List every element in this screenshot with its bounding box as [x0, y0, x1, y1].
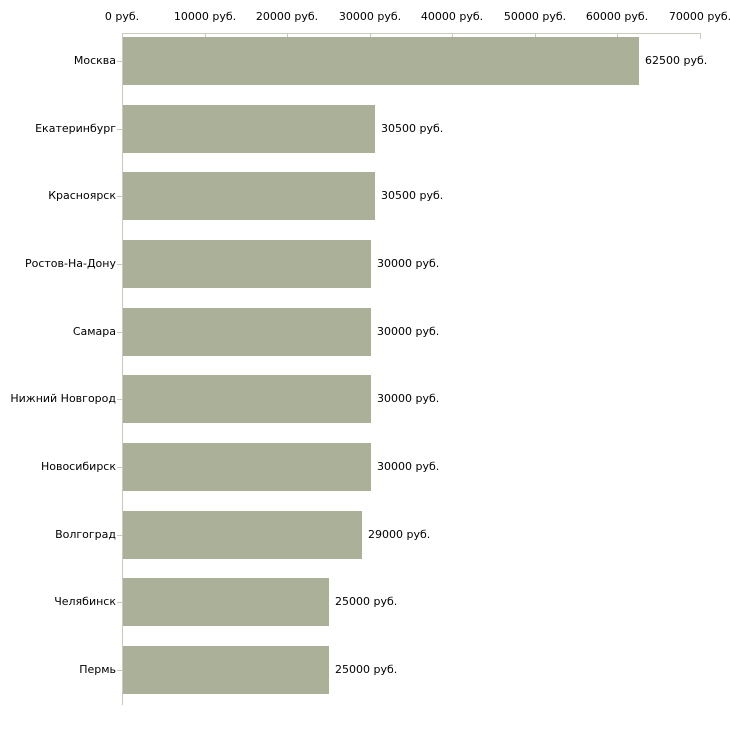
x-tick-mark	[535, 33, 536, 39]
x-tick-label: 10000 руб.	[173, 10, 237, 23]
x-tick-label: 0 руб.	[104, 10, 140, 23]
bar-row: Красноярск 30500 руб.	[0, 172, 730, 220]
category-tick-mark	[117, 602, 122, 603]
x-tick-mark	[122, 33, 123, 39]
category-label: Москва	[73, 54, 116, 67]
bar-row: Волгоград 29000 руб.	[0, 511, 730, 559]
x-tick-label: 70000 руб.	[668, 10, 730, 23]
bar	[123, 511, 362, 559]
bar-row: Екатеринбург 30500 руб.	[0, 105, 730, 153]
bar-row: Ростов-На-Дону 30000 руб.	[0, 240, 730, 288]
value-label: 30500 руб.	[381, 122, 444, 135]
category-tick-mark	[117, 61, 122, 62]
category-label: Пермь	[79, 663, 116, 676]
category-label: Самара	[72, 325, 116, 338]
x-tick-mark	[452, 33, 453, 39]
x-tick-label: 20000 руб.	[255, 10, 319, 23]
bar	[123, 105, 375, 153]
x-tick-mark	[287, 33, 288, 39]
value-label: 30500 руб.	[381, 189, 444, 202]
category-tick-mark	[117, 670, 122, 671]
category-tick-mark	[117, 535, 122, 536]
x-tick-mark	[370, 33, 371, 39]
x-tick-mark	[617, 33, 618, 39]
category-label: Волгоград	[55, 528, 116, 541]
bar-row: Москва 62500 руб.	[0, 37, 730, 85]
x-tick-mark	[205, 33, 206, 39]
category-label: Челябинск	[54, 595, 116, 608]
bar-row: Пермь 25000 руб.	[0, 646, 730, 694]
y-axis-line	[122, 33, 123, 705]
category-label: Ростов-На-Дону	[24, 257, 116, 270]
category-label: Красноярск	[48, 189, 116, 202]
x-tick-label: 60000 руб.	[585, 10, 649, 23]
x-axis-line	[122, 33, 700, 34]
category-tick-mark	[117, 264, 122, 265]
bar	[123, 308, 371, 356]
x-tick-label: 30000 руб.	[338, 10, 402, 23]
bar	[123, 172, 375, 220]
value-label: 29000 руб.	[368, 528, 431, 541]
value-label: 30000 руб.	[377, 392, 440, 405]
bar-row: Нижний Новгород 30000 руб.	[0, 375, 730, 423]
value-label: 62500 руб.	[645, 54, 708, 67]
bar	[123, 578, 329, 626]
category-label: Екатеринбург	[35, 122, 116, 135]
x-tick-label: 40000 руб.	[420, 10, 484, 23]
value-label: 30000 руб.	[377, 460, 440, 473]
bar	[123, 240, 371, 288]
bar-row: Самара 30000 руб.	[0, 308, 730, 356]
bar-row: Челябинск 25000 руб.	[0, 578, 730, 626]
category-tick-mark	[117, 332, 122, 333]
x-tick-mark	[700, 33, 701, 39]
bar	[123, 37, 639, 85]
value-label: 30000 руб.	[377, 257, 440, 270]
value-label: 25000 руб.	[335, 595, 398, 608]
x-tick-label: 50000 руб.	[503, 10, 567, 23]
category-tick-mark	[117, 467, 122, 468]
bar	[123, 443, 371, 491]
bar	[123, 646, 329, 694]
value-label: 30000 руб.	[377, 325, 440, 338]
bar	[123, 375, 371, 423]
value-label: 25000 руб.	[335, 663, 398, 676]
category-tick-mark	[117, 129, 122, 130]
bar-row: Новосибирск 30000 руб.	[0, 443, 730, 491]
category-tick-mark	[117, 399, 122, 400]
category-label: Нижний Новгород	[10, 392, 116, 405]
category-tick-mark	[117, 196, 122, 197]
category-label: Новосибирск	[40, 460, 116, 473]
